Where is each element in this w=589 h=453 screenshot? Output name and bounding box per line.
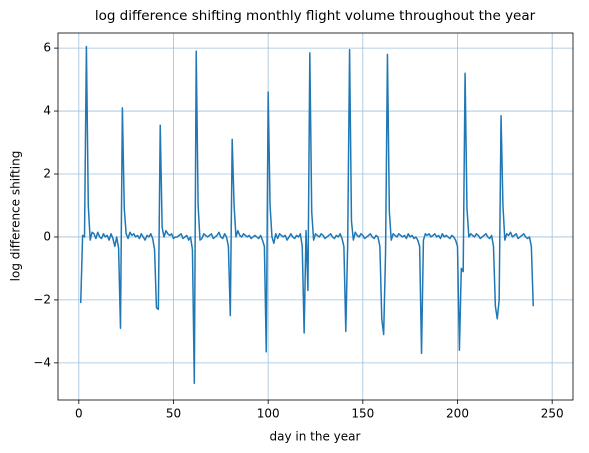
data-line: [79, 45, 534, 385]
y-tick-label: 6: [43, 41, 51, 55]
y-tick-label: 0: [43, 229, 51, 243]
y-tick-label: −2: [33, 292, 51, 306]
plot-frame: [57, 32, 574, 401]
x-tick-label: 250: [541, 407, 564, 421]
x-tick-label: 0: [75, 407, 83, 421]
y-tick-label: −4: [33, 355, 51, 369]
x-tick-label: 50: [166, 407, 181, 421]
x-tick-label: 200: [446, 407, 469, 421]
x-tick-label: 150: [351, 407, 374, 421]
y-axis-label: log difference shifting: [9, 151, 23, 282]
y-tick-label: 4: [43, 104, 51, 118]
x-tick-label: 100: [257, 407, 280, 421]
y-tick-label: 2: [43, 167, 51, 181]
chart-title: log difference shifting monthly flight v…: [95, 8, 536, 24]
x-axis-label: day in the year: [270, 430, 361, 444]
